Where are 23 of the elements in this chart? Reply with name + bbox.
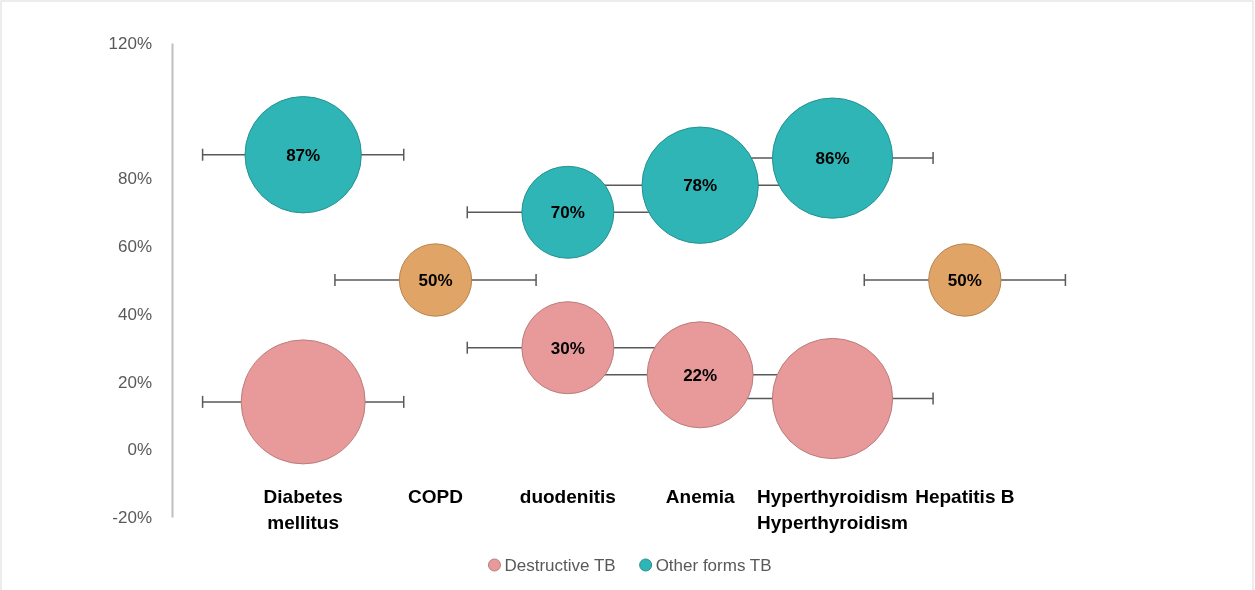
y-tick-label: 0% [127,440,152,460]
x-tick-label: COPD [408,486,463,507]
x-tick-label: Anemia [665,486,735,507]
data-label: 78% [683,176,718,196]
data-label: 87% [286,145,321,165]
data-label: 70% [550,203,585,223]
y-tick-label: 120% [108,33,152,53]
x-tick-label: Hepatitis B [915,486,1015,507]
data-label: 50% [947,270,982,290]
data-label: 86% [815,149,850,169]
y-tick-label: 80% [117,169,152,189]
y-tick-label: 40% [117,304,152,324]
y-tick-label: 20% [117,372,152,392]
data-label: 30% [550,338,585,358]
y-tick-label: -20% [112,507,152,527]
x-tick-label: Hyperthyroidism Hyperthyroidism [757,486,908,533]
y-tick-label: 60% [117,237,152,257]
legend-label: Destructive TB [504,555,616,575]
data-label: 22% [683,365,718,385]
legend-label: Other forms TB [655,555,772,575]
x-tick-label: duodenitis [519,486,616,507]
x-tick-label: Diabetes mellitus [263,486,343,533]
data-label: 50% [418,270,453,290]
